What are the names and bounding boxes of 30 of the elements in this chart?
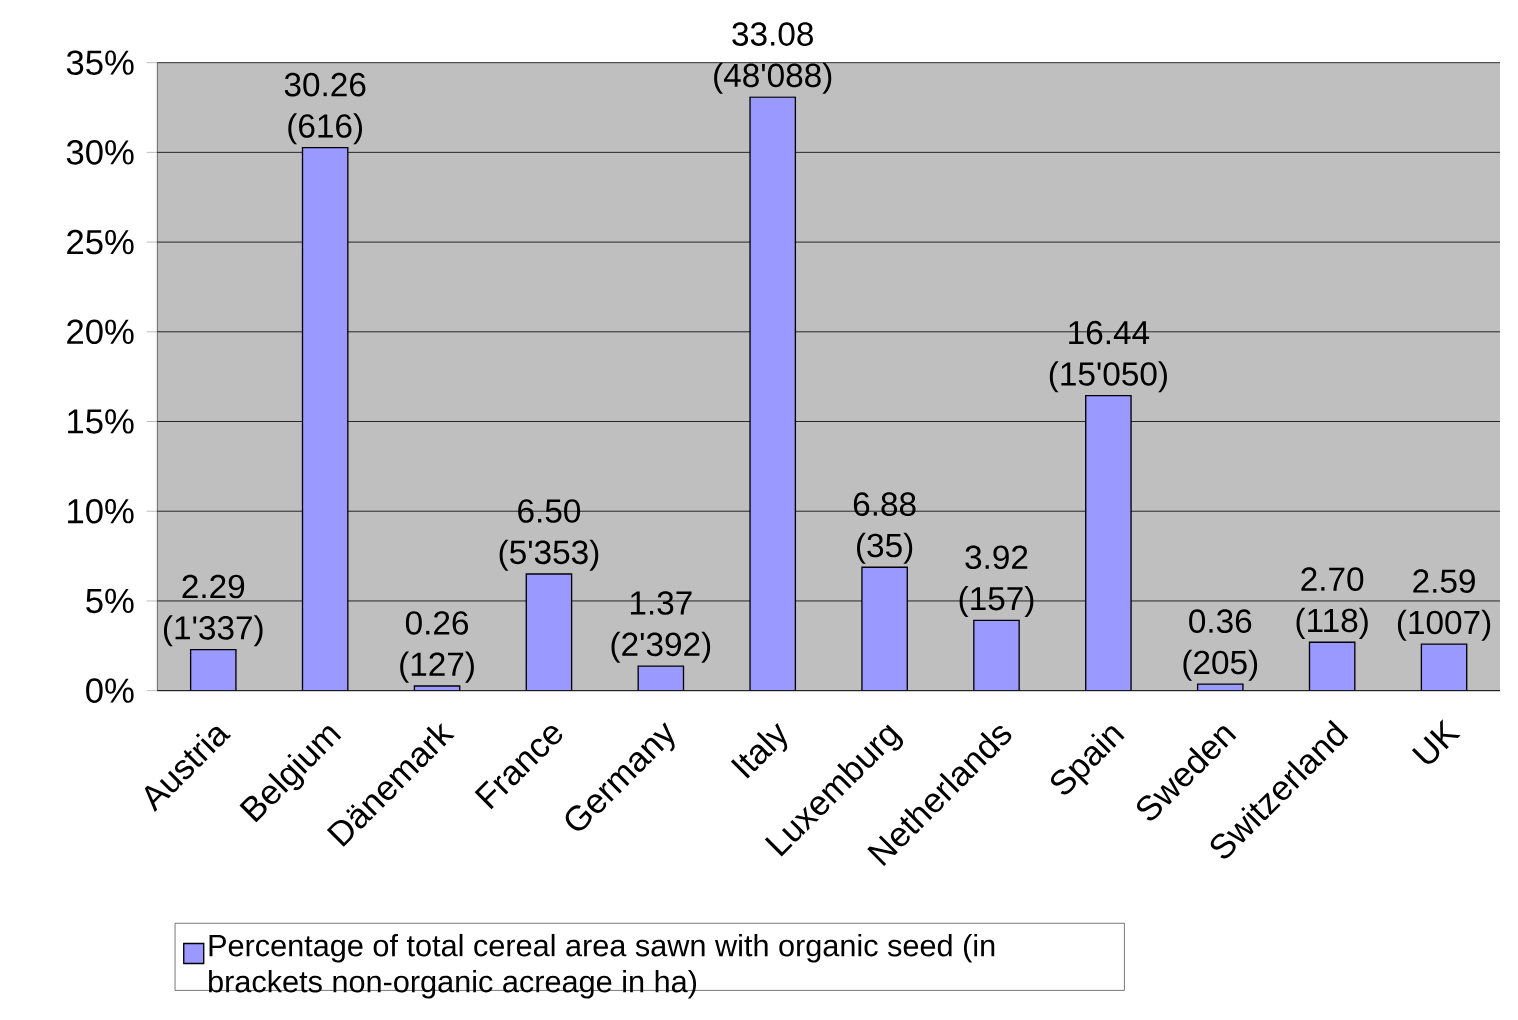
bar xyxy=(749,96,797,691)
y-tick-label: 10% xyxy=(68,498,134,524)
bar xyxy=(637,665,685,691)
bar xyxy=(973,619,1020,691)
data-label: 2.29 (1'337) xyxy=(164,574,263,647)
data-label: 0.36 (205) xyxy=(1183,609,1258,681)
x-tick-label: UK xyxy=(1411,719,1461,764)
bar xyxy=(861,566,908,691)
data-label: 6.88 (35) xyxy=(853,492,916,564)
bar xyxy=(1420,643,1468,691)
y-tick-label: 15% xyxy=(68,409,134,434)
y-tick-label: 30% xyxy=(66,140,134,165)
bar xyxy=(1308,641,1356,691)
y-tick-label: 20% xyxy=(67,319,134,345)
data-label: 3.92 (157) xyxy=(959,545,1034,617)
y-tick-label: 35% xyxy=(66,50,134,75)
y-tick-label: 5% xyxy=(86,588,134,614)
bar xyxy=(189,648,237,691)
data-label: 2.70 (118) xyxy=(1296,567,1368,639)
data-label: 30.26 (616) xyxy=(284,72,366,145)
data-label: 0.26 (127) xyxy=(400,611,474,683)
data-label: 1.37 (2'392) xyxy=(611,591,711,663)
bar xyxy=(525,573,573,691)
bar xyxy=(1085,395,1132,691)
data-label: 33.08 (48'088) xyxy=(714,22,832,94)
bar xyxy=(301,147,349,691)
y-tick-label: 0% xyxy=(86,678,134,703)
y-tick-label: 25% xyxy=(67,229,134,255)
data-label: 2.59 (1007) xyxy=(1397,569,1491,641)
legend-label: Percentage of total cereal area sawn with organic seed (in brackets non-organic acreage in ha) xyxy=(209,933,995,999)
